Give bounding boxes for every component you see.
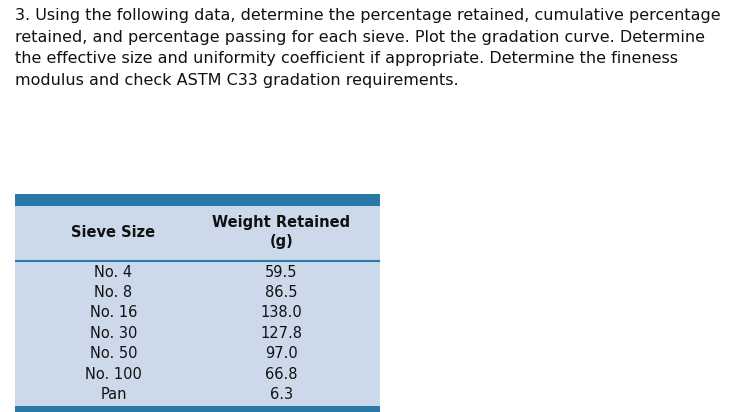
Text: No. 8: No. 8 xyxy=(95,285,133,300)
Text: Weight Retained: Weight Retained xyxy=(212,215,350,230)
Text: Pan: Pan xyxy=(101,387,127,402)
Text: No. 50: No. 50 xyxy=(89,346,137,361)
FancyBboxPatch shape xyxy=(15,198,380,408)
Bar xyxy=(15,194,380,206)
Text: 66.8: 66.8 xyxy=(265,367,298,382)
Text: Sieve Size: Sieve Size xyxy=(72,225,156,240)
Text: (g): (g) xyxy=(270,234,294,249)
Text: No. 100: No. 100 xyxy=(85,367,142,382)
Text: 127.8: 127.8 xyxy=(261,326,302,341)
Text: No. 30: No. 30 xyxy=(90,326,137,341)
Text: No. 16: No. 16 xyxy=(90,305,137,321)
Text: No. 4: No. 4 xyxy=(95,265,133,279)
Bar xyxy=(15,406,380,412)
Text: 59.5: 59.5 xyxy=(265,265,298,279)
Text: 6.3: 6.3 xyxy=(270,387,293,402)
Text: 3. Using the following data, determine the percentage retained, cumulative perce: 3. Using the following data, determine t… xyxy=(15,8,720,88)
Text: 97.0: 97.0 xyxy=(265,346,298,361)
Text: 86.5: 86.5 xyxy=(265,285,298,300)
Text: 138.0: 138.0 xyxy=(261,305,302,321)
